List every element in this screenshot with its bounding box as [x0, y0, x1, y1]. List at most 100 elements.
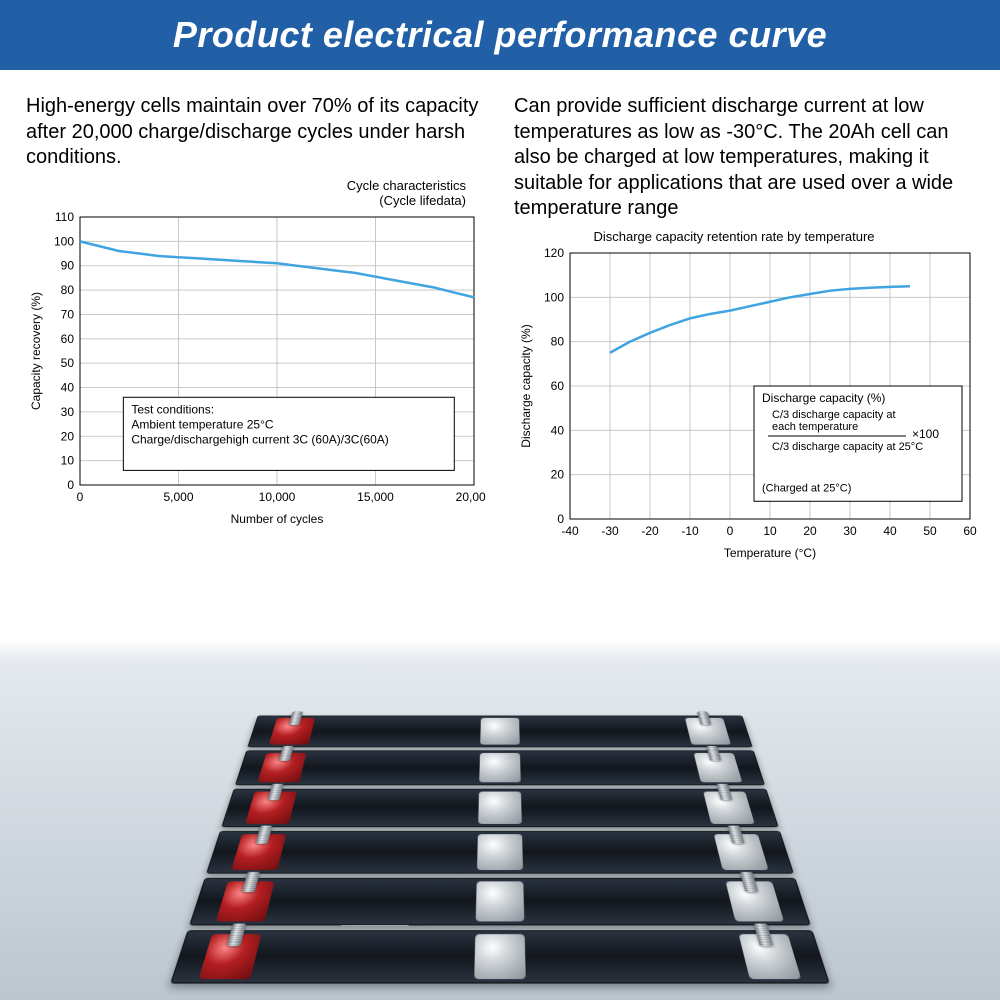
svg-text:0: 0 — [77, 490, 84, 504]
svg-text:20: 20 — [803, 524, 817, 538]
svg-text:20: 20 — [551, 468, 565, 482]
svg-text:C/3 discharge capacity at 25°C: C/3 discharge capacity at 25°C — [772, 441, 923, 453]
svg-text:-30: -30 — [601, 524, 619, 538]
left-chart-title-1: Cycle characteristics — [347, 178, 466, 193]
right-chart-wrap: Discharge capacity retention rate by tem… — [514, 230, 974, 567]
svg-text:90: 90 — [61, 258, 75, 272]
svg-text:×100: ×100 — [912, 427, 939, 441]
battery-cell — [189, 878, 811, 926]
battery-cell — [235, 750, 765, 785]
terminal-negative — [258, 753, 307, 782]
stud-icon — [706, 746, 721, 761]
svg-text:-20: -20 — [641, 524, 659, 538]
svg-text:80: 80 — [61, 283, 75, 297]
battery-pack — [168, 716, 831, 989]
svg-text:40: 40 — [551, 423, 565, 437]
left-chart-title-2: (Cycle lifedata) — [379, 193, 466, 208]
svg-text:each temperature: each temperature — [772, 421, 858, 433]
battery-cell — [170, 930, 830, 983]
svg-text:C/3 discharge capacity at: C/3 discharge capacity at — [772, 409, 896, 421]
battery-cell — [247, 716, 752, 748]
right-chart-title: Discharge capacity retention rate by tem… — [514, 230, 954, 245]
svg-text:20,000: 20,000 — [456, 490, 486, 504]
terminal-negative — [216, 881, 275, 921]
terminal-negative — [231, 834, 286, 870]
terminal-negative — [199, 934, 262, 979]
stud-icon — [255, 826, 272, 844]
stud-icon — [279, 746, 294, 761]
svg-text:70: 70 — [61, 307, 75, 321]
svg-text:10: 10 — [61, 453, 75, 467]
svg-text:110: 110 — [55, 211, 74, 224]
stud-icon — [289, 712, 303, 726]
svg-text:Charge/dischargehigh current 3: Charge/dischargehigh current 3C (60A)/3C… — [131, 432, 388, 446]
svg-text:80: 80 — [551, 335, 565, 349]
svg-text:0: 0 — [727, 524, 734, 538]
svg-text:-10: -10 — [681, 524, 699, 538]
svg-text:10: 10 — [763, 524, 777, 538]
svg-text:60: 60 — [963, 524, 977, 538]
svg-text:Discharge capacity (%): Discharge capacity (%) — [762, 391, 885, 405]
svg-text:10,000: 10,000 — [259, 490, 296, 504]
stud-icon — [697, 712, 711, 726]
terminal-center — [476, 881, 525, 921]
battery-pack-photo — [0, 640, 1000, 1000]
svg-text:100: 100 — [544, 290, 564, 304]
terminal-positive — [726, 881, 785, 921]
svg-text:120: 120 — [544, 247, 564, 260]
stud-icon — [716, 784, 732, 800]
svg-text:Number of cycles: Number of cycles — [231, 512, 324, 526]
header-title: Product electrical performance curve — [173, 14, 827, 55]
svg-text:(Charged at 25°C): (Charged at 25°C) — [762, 482, 851, 494]
header-banner: Product electrical performance curve — [0, 0, 1000, 70]
temperature-chart: 020406080100120-40-30-20-100102030405060… — [514, 247, 984, 567]
svg-text:5,000: 5,000 — [163, 490, 193, 504]
terminal-negative — [269, 718, 315, 745]
battery-cell — [221, 789, 778, 827]
terminal-positive — [703, 792, 755, 824]
battery-cell — [206, 831, 794, 874]
cycle-chart: 0 10 20 30 40 50 60 70 80 90 100 110 0 5,000 10,000 15,… — [26, 211, 486, 531]
svg-text:60: 60 — [551, 379, 565, 393]
svg-text:100: 100 — [54, 234, 74, 248]
stud-icon — [242, 872, 260, 892]
svg-text:Ambient temperature 25°C: Ambient temperature 25°C — [131, 417, 274, 431]
stud-icon — [754, 924, 774, 946]
terminal-positive — [739, 934, 802, 979]
svg-text:Capacity recovery (%): Capacity recovery (%) — [29, 292, 43, 410]
svg-text:Temperature (°C): Temperature (°C) — [724, 546, 816, 560]
right-description: Can provide sufficient discharge current… — [514, 94, 974, 222]
terminal-negative — [245, 792, 297, 824]
left-chart-title: Cycle characteristics (Cycle lifedata) — [26, 179, 466, 209]
terminal-center — [479, 753, 521, 782]
left-description: High-energy cells maintain over 70% of i… — [26, 94, 486, 171]
terminal-center — [477, 834, 523, 870]
right-column: Can provide sufficient discharge current… — [514, 94, 974, 567]
svg-text:-40: -40 — [561, 524, 579, 538]
terminal-positive — [694, 753, 743, 782]
svg-text:Test conditions:: Test conditions: — [131, 402, 214, 416]
terminal-center — [474, 934, 526, 979]
svg-text:0: 0 — [67, 478, 74, 492]
terminal-center — [478, 792, 522, 824]
left-chart-wrap: Cycle characteristics (Cycle lifedata) 0… — [26, 179, 486, 531]
svg-text:Discharge capacity (%): Discharge capacity (%) — [519, 324, 533, 447]
svg-text:30: 30 — [61, 405, 75, 419]
svg-text:40: 40 — [883, 524, 897, 538]
svg-text:30: 30 — [843, 524, 857, 538]
content-row: High-energy cells maintain over 70% of i… — [0, 70, 1000, 567]
svg-text:15,000: 15,000 — [357, 490, 394, 504]
svg-text:60: 60 — [61, 331, 75, 345]
left-column: High-energy cells maintain over 70% of i… — [26, 94, 486, 567]
terminal-positive — [685, 718, 731, 745]
stud-icon — [740, 872, 758, 892]
svg-text:40: 40 — [61, 380, 75, 394]
svg-text:50: 50 — [923, 524, 937, 538]
svg-text:50: 50 — [61, 356, 75, 370]
terminal-positive — [714, 834, 769, 870]
svg-text:20: 20 — [61, 429, 75, 443]
stud-icon — [268, 784, 284, 800]
terminal-center — [480, 718, 520, 745]
stud-icon — [227, 924, 247, 946]
stud-icon — [728, 826, 745, 844]
